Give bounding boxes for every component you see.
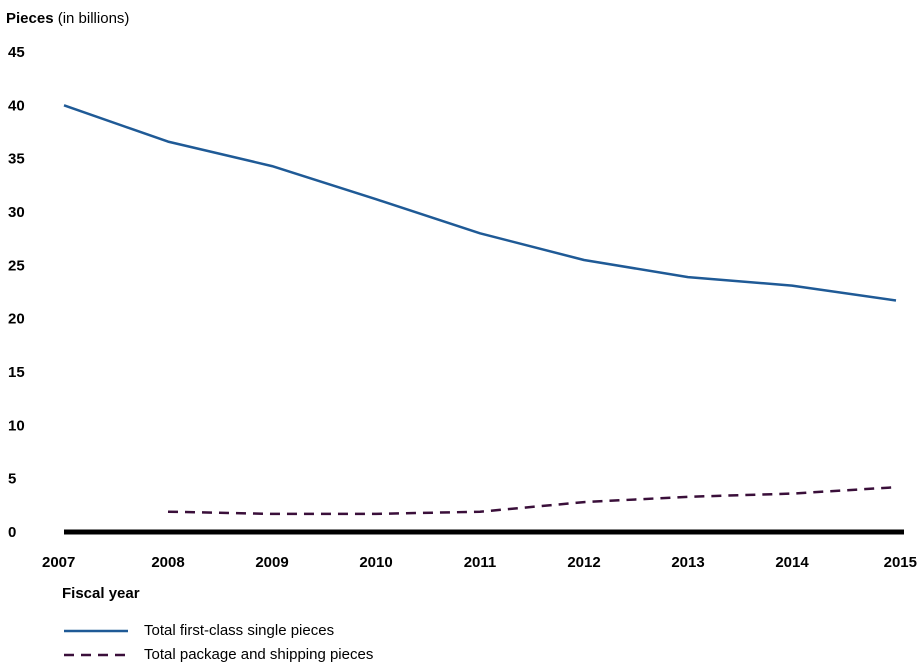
- legend-swatch-solid: [64, 629, 128, 633]
- y-tick-label: 25: [8, 257, 25, 274]
- y-tick-label: 20: [8, 311, 25, 328]
- x-axis-ticks: 2007 2008 2009 2010 2011 2012 2013 2014 2015: [42, 554, 917, 571]
- x-tick-label: 2014: [775, 554, 809, 571]
- x-tick-label: 2011: [464, 554, 497, 571]
- legend-swatch-dashed: [64, 653, 128, 657]
- y-axis-title-bold: Pieces: [6, 10, 54, 27]
- series-line-first-class: [63, 104, 897, 302]
- x-tick-label: 2013: [671, 554, 704, 571]
- legend-label-package-shipping: Total package and shipping pieces: [144, 646, 374, 663]
- x-tick-label: 2010: [359, 554, 392, 571]
- y-tick-label: 5: [8, 471, 16, 488]
- y-tick-label: 35: [8, 151, 25, 168]
- x-tick-label: 2009: [255, 554, 288, 571]
- y-axis-ticks: 0 5 10 15 20 25 30 35 40 45: [8, 44, 25, 541]
- y-tick-label: 15: [8, 364, 25, 381]
- y-tick-label: 40: [8, 97, 25, 114]
- x-tick-label: 2015: [884, 554, 917, 571]
- x-tick-label: 2012: [567, 554, 600, 571]
- y-tick-label: 10: [8, 417, 25, 434]
- y-tick-label: 45: [8, 44, 25, 61]
- x-tick-label: 2008: [151, 554, 184, 571]
- y-tick-label: 30: [8, 204, 25, 221]
- y-tick-label: 0: [8, 524, 16, 541]
- legend-label-first-class: Total first-class single pieces: [144, 622, 335, 639]
- x-axis-title: Fiscal year: [62, 585, 140, 602]
- y-axis-title-units: (in billions): [53, 10, 130, 27]
- x-tick-label: 2007: [42, 554, 75, 571]
- series-lines: [63, 104, 897, 516]
- y-axis-title: Pieces (in billions): [6, 10, 129, 27]
- series-line-package-shipping: [167, 485, 897, 516]
